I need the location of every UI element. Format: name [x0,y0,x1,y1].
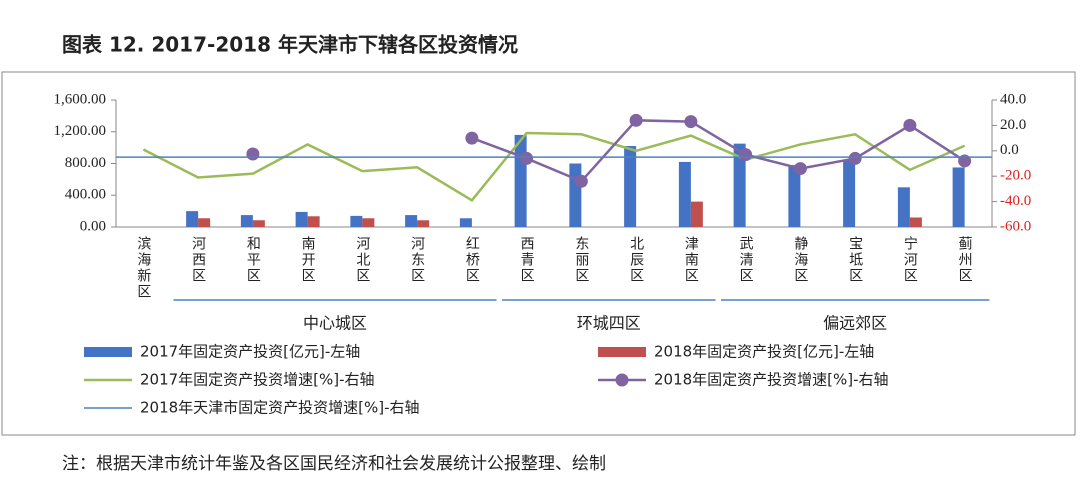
y-tick-label: 1,200.00 [54,123,107,139]
x-tick-label: 南开区 [300,236,316,284]
legend-label: 2018年固定资产投资[亿元]-左轴 [654,343,874,361]
bar [417,220,430,227]
marker [848,151,862,165]
marker [684,115,698,129]
marker [793,162,807,176]
x-tick-label: 蓟州区 [957,236,973,284]
y-tick-label: 1,600.00 [54,91,107,107]
y-tick-label: 0.00 [80,218,106,234]
legend-label: 2018年天津市固定资产投资增速[%]-右轴 [140,399,420,417]
group-label: 偏远郊区 [823,314,887,333]
x-tick-label: 东丽区 [573,236,589,284]
bar [569,163,582,227]
note: 注：根据天津市统计年鉴及各区国民经济和社会发展统计公报整理、绘制 [62,454,606,474]
x-tick-label: 津南区 [683,236,699,284]
y2-tick-label: -40.0 [1000,193,1031,209]
bar [350,215,363,227]
group-label: 环城四区 [577,314,641,333]
legend-label: 2017年固定资产投资增速[%]-右轴 [140,371,375,389]
line [471,119,966,183]
bar [678,161,691,227]
x-tick-label: 武清区 [738,236,754,284]
chart-title: 图表 12. 2017-2018 年天津市下辖各区投资情况 [62,33,518,57]
chart-frame [1,71,1076,436]
line [142,131,966,202]
marker [739,148,753,162]
bar [788,165,801,227]
bar [405,215,418,227]
bar [186,211,199,227]
marker [903,118,917,132]
bar [690,201,703,227]
bar [307,216,320,227]
legend-marker [615,373,629,387]
y2-tick-label: 40.0 [1000,91,1026,107]
bar [909,217,922,227]
x-tick-label: 北辰区 [628,236,644,284]
bar [295,211,308,227]
bar [843,160,856,227]
x-tick-label: 河西区 [190,236,206,284]
marker [465,131,479,145]
x-tick-label: 宝坻区 [847,236,863,284]
legend-swatch [84,347,132,357]
marker [520,151,534,165]
bar [897,187,910,227]
x-tick-label: 宁河区 [902,235,918,284]
y2-tick-label: 0.0 [1000,142,1019,158]
bar [198,218,211,227]
x-tick-label: 和平区 [245,236,261,284]
marker [629,113,643,127]
bar [733,143,746,227]
y-tick-label: 800.00 [65,155,106,171]
x-tick-label: 红桥区 [464,236,480,284]
x-tick-label: 静海区 [792,236,808,284]
y2-tick-label: 20.0 [1000,117,1026,133]
x-tick-label: 滨海新区 [135,236,151,300]
x-tick-label: 河东区 [409,236,425,284]
marker [246,147,260,161]
bar [952,167,965,227]
y-tick-label: 400.00 [65,187,106,203]
group-label: 中心城区 [303,314,367,333]
bar [252,220,265,227]
x-tick-label: 河北区 [354,236,370,284]
x-tick-label: 西青区 [519,236,535,284]
legend-label: 2018年固定资产投资增速[%]-右轴 [654,371,889,389]
bar [514,134,527,227]
bar [362,218,375,227]
y2-tick-label: -60.0 [1000,218,1031,234]
legend-swatch [598,347,646,357]
bar [240,215,253,227]
y2-tick-label: -20.0 [1000,168,1031,184]
bar [459,218,472,227]
legend-label: 2017年固定资产投资[亿元]-左轴 [140,343,360,361]
marker [574,174,588,188]
bar [624,146,637,227]
